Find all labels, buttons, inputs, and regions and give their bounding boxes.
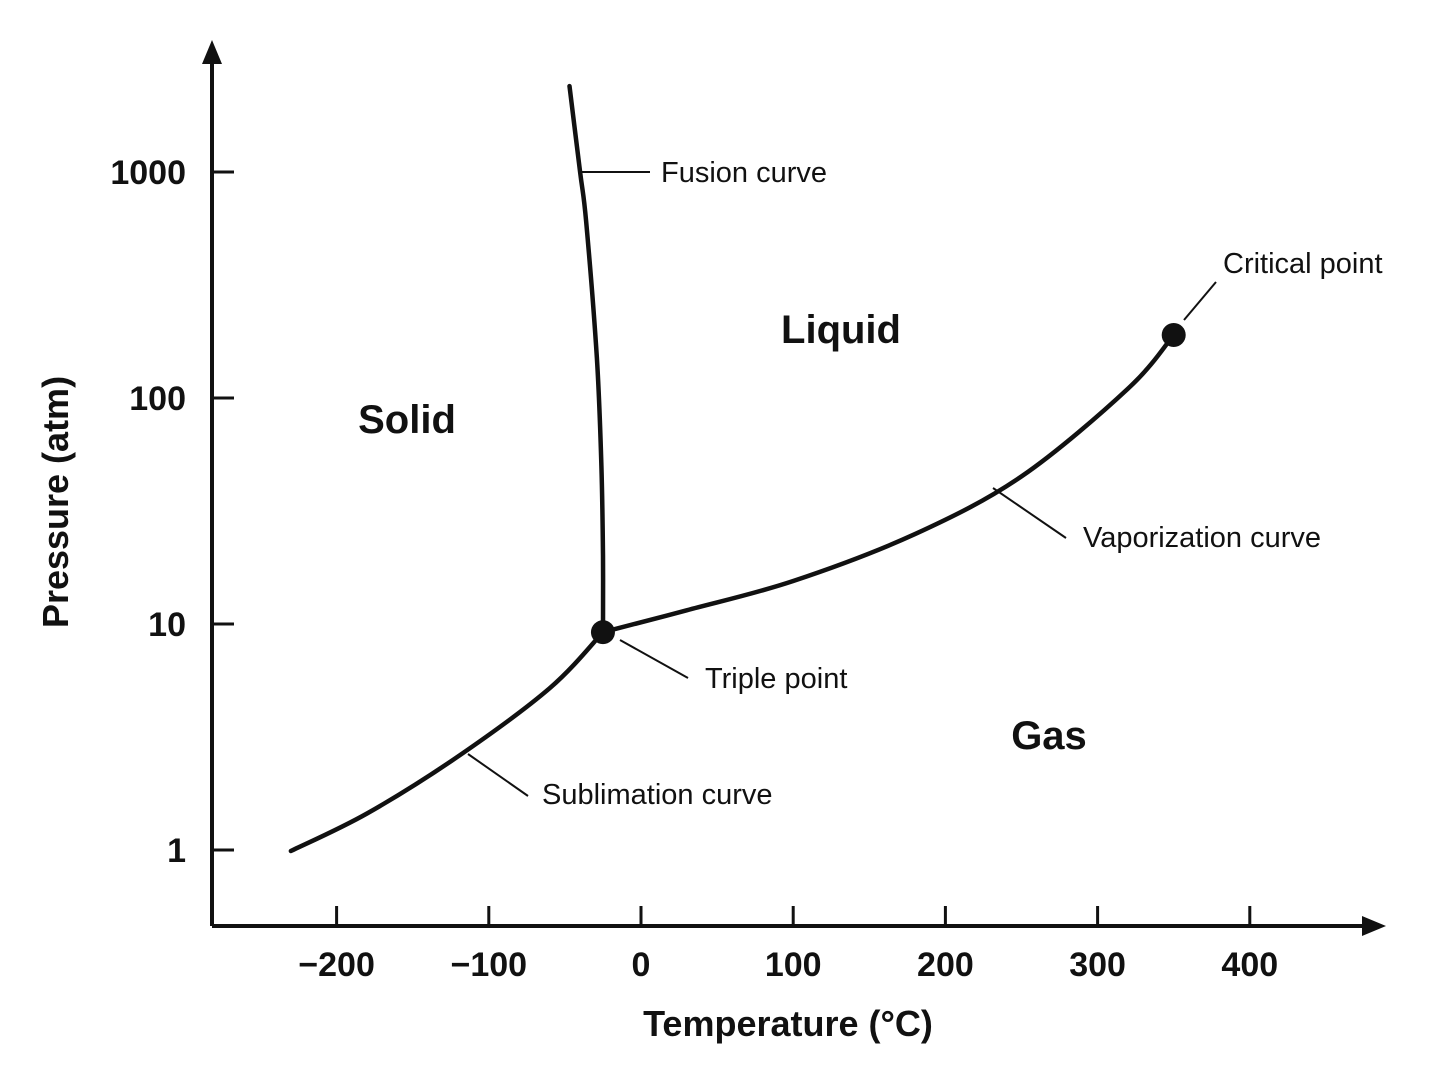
sublimation-leader-line	[467, 753, 529, 797]
x-tick-label: 100	[765, 946, 822, 984]
sublimation-curve-label: Sublimation curve	[542, 779, 773, 811]
x-axis-title: Temperature (°C)	[643, 1003, 933, 1044]
critical-leader-line	[1183, 281, 1217, 321]
y-tick-label: 100	[129, 380, 186, 418]
triple-leader-line	[619, 639, 689, 679]
x-tick-label: 0	[632, 946, 651, 984]
critical-point-label: Critical point	[1223, 248, 1383, 280]
x-tick-label: −200	[298, 946, 375, 984]
x-axis-arrowhead	[1362, 916, 1386, 936]
x-tick-label: 300	[1069, 946, 1126, 984]
region-solid-label: Solid	[358, 398, 456, 442]
vaporization-curve-label: Vaporization curve	[1083, 522, 1321, 554]
y-ticks: 1 10 100 1000	[110, 154, 234, 870]
region-liquid-label: Liquid	[781, 308, 901, 352]
x-tick-label: 400	[1221, 946, 1278, 984]
critical-point-marker	[1161, 323, 1186, 348]
triple-point-label: Triple point	[705, 663, 847, 695]
x-tick-label: −100	[451, 946, 528, 984]
fusion-curve-label: Fusion curve	[661, 157, 827, 189]
y-axis-arrowhead	[202, 40, 222, 64]
y-tick-label: 10	[148, 606, 186, 644]
fusion-curve	[567, 83, 606, 635]
triple-point-marker	[590, 620, 615, 645]
y-tick-label: 1	[167, 832, 186, 870]
y-tick-label: 1000	[110, 154, 186, 192]
vaporization-curve	[600, 332, 1176, 635]
x-ticks: −200 −100 0 100 200 300 400	[298, 906, 1278, 984]
vaporization-leader-line	[992, 487, 1067, 539]
x-tick-label: 200	[917, 946, 974, 984]
y-axis-title: Pressure (atm)	[35, 376, 76, 628]
sublimation-curve	[288, 629, 606, 854]
region-gas-label: Gas	[1011, 714, 1087, 758]
